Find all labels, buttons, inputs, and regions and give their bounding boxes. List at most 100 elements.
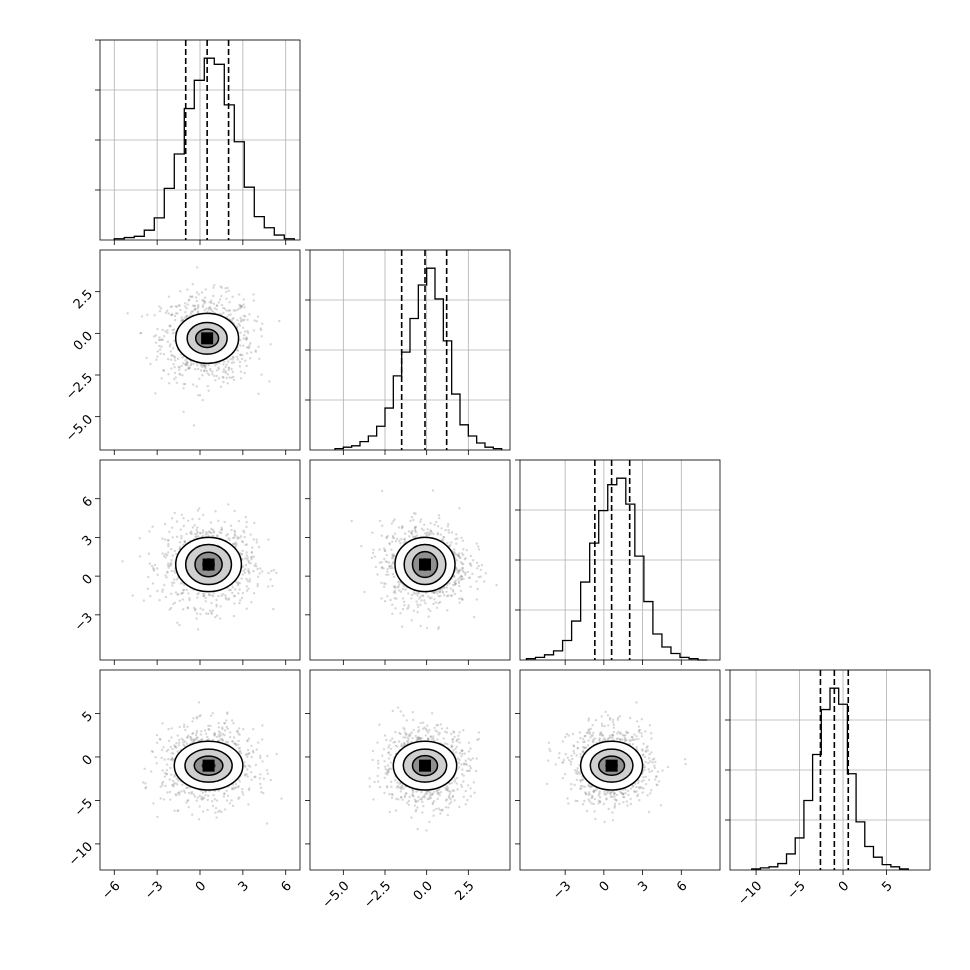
scatter-point — [648, 753, 651, 756]
scatter-point — [221, 593, 225, 596]
scatter-point — [174, 591, 178, 594]
scatter-point — [173, 549, 176, 553]
scatter-point — [201, 791, 204, 794]
scatter-point — [181, 598, 184, 601]
scatter-point — [220, 303, 224, 307]
scatter-point — [446, 813, 449, 817]
scatter-point — [244, 765, 247, 768]
scatter-point — [484, 572, 488, 575]
scatter-point — [205, 531, 208, 534]
scatter-point — [231, 317, 234, 320]
scatter-point — [393, 585, 397, 588]
scatter-point — [407, 738, 410, 741]
scatter-point — [684, 757, 687, 761]
scatter-point — [446, 788, 449, 791]
scatter-point — [207, 530, 211, 533]
scatter-point — [394, 532, 397, 535]
scatter-point — [207, 612, 210, 615]
scatter-point — [429, 796, 432, 800]
scatter-point — [213, 374, 216, 378]
scatter-point — [186, 367, 190, 370]
hist-panel-2 — [515, 459, 721, 661]
scatter-point — [454, 747, 457, 751]
scatter-point — [193, 795, 197, 798]
scatter-point — [646, 745, 649, 748]
scatter-point — [228, 731, 232, 734]
scatter-point — [403, 538, 406, 541]
scatter-point — [202, 299, 206, 303]
scatter-point — [436, 791, 439, 794]
scatter-point — [403, 795, 407, 799]
scatter-point — [402, 726, 405, 730]
scatter-point — [172, 328, 176, 331]
scatter-point — [412, 795, 415, 798]
scatter-point — [197, 394, 200, 397]
scatter-point — [452, 731, 456, 734]
scatter-point — [184, 311, 187, 314]
scatter-point — [250, 555, 253, 558]
scatter-point — [434, 590, 437, 593]
scatter-point — [173, 314, 177, 318]
scatter-point — [402, 787, 405, 790]
scatter-point — [200, 730, 203, 733]
scatter-point — [567, 802, 570, 805]
scatter-point — [385, 738, 388, 742]
scatter-point — [186, 736, 189, 739]
scatter-point — [432, 735, 435, 738]
scatter-point — [200, 738, 204, 741]
scatter-point — [590, 802, 593, 805]
scatter-point — [464, 789, 467, 793]
scatter-point — [378, 519, 382, 523]
scatter-point — [177, 779, 180, 782]
scatter-point — [380, 534, 383, 537]
scatter-point — [239, 599, 242, 602]
contour-line — [411, 754, 439, 777]
scatter-point — [465, 763, 469, 766]
scatter-point — [139, 331, 143, 335]
scatter-point — [571, 757, 574, 761]
scatter-point — [172, 785, 175, 788]
scatter-point — [455, 745, 458, 748]
scatter-point — [245, 525, 248, 529]
scatter-point — [214, 379, 217, 382]
scatter-point — [410, 533, 414, 536]
scatter-point — [209, 521, 213, 524]
scatter-point — [180, 318, 184, 322]
scatter-point — [200, 795, 204, 799]
scatter-point — [201, 608, 205, 611]
scatter-point — [247, 346, 250, 349]
scatter-panel-2-0 — [95, 459, 301, 665]
scatter-point — [427, 615, 430, 618]
scatter-point — [435, 606, 439, 609]
scatter-point — [227, 366, 230, 369]
scatter-point — [398, 731, 401, 735]
scatter-point — [210, 301, 213, 305]
scatter-point — [197, 293, 200, 296]
scatter-point — [226, 740, 230, 744]
scatter-point — [460, 749, 463, 752]
scatter-point — [371, 749, 375, 753]
scatter-point — [398, 583, 401, 586]
scatter-point — [258, 357, 261, 360]
scatter-point — [446, 609, 449, 612]
scatter-point — [209, 609, 212, 612]
scatter-point — [618, 802, 621, 806]
scatter-point — [179, 373, 182, 376]
scatter-point — [222, 376, 225, 379]
scatter-point — [430, 712, 434, 715]
scatter-point — [232, 309, 235, 312]
scatter-point — [180, 592, 183, 596]
scatter-point — [178, 368, 181, 372]
scatter-point — [224, 594, 227, 597]
scatter-point — [458, 805, 461, 809]
scatter-point — [203, 296, 207, 299]
scatter-point — [217, 730, 221, 733]
scatter-point — [218, 733, 221, 736]
scatter-point — [190, 792, 193, 795]
scatter-point — [427, 533, 431, 536]
scatter-point — [150, 564, 154, 568]
scatter-point — [259, 786, 263, 789]
scatter-point — [217, 594, 220, 598]
scatter-point — [471, 757, 474, 760]
scatter-point — [161, 722, 164, 725]
